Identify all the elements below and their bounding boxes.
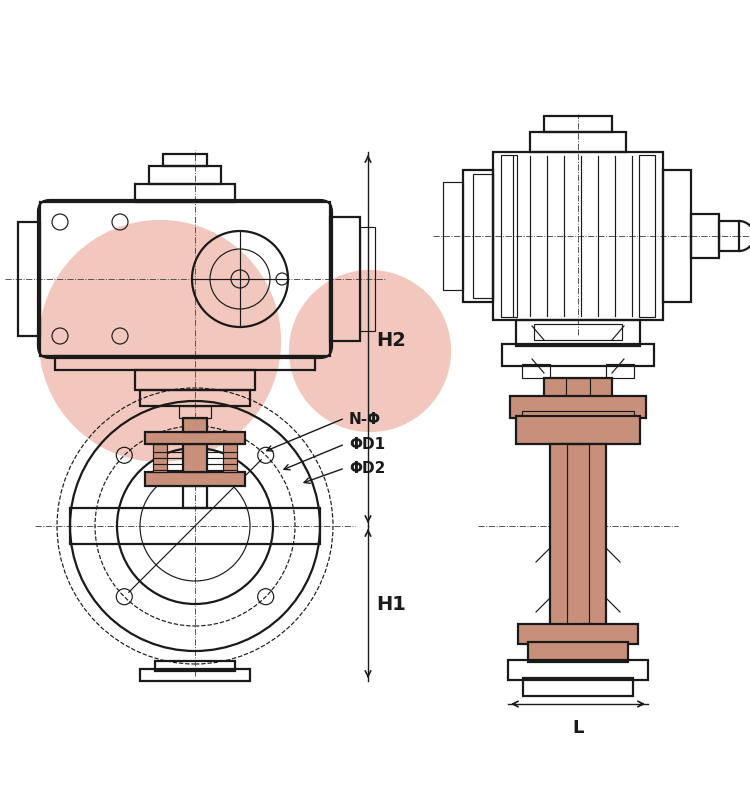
- Bar: [463, 171, 493, 303]
- Circle shape: [40, 221, 280, 461]
- Circle shape: [290, 272, 450, 431]
- Bar: [183, 418, 207, 432]
- Text: L: L: [572, 718, 584, 736]
- Bar: [330, 217, 360, 341]
- Bar: [145, 432, 245, 444]
- Bar: [534, 324, 622, 341]
- Bar: [544, 379, 612, 398]
- Bar: [183, 444, 207, 473]
- Bar: [518, 624, 638, 644]
- Bar: [544, 117, 612, 133]
- Bar: [691, 215, 719, 259]
- Bar: [140, 391, 250, 406]
- Text: ΦD2: ΦD2: [349, 461, 386, 476]
- Bar: [530, 133, 626, 152]
- Bar: [443, 182, 463, 290]
- Bar: [149, 167, 221, 185]
- Bar: [223, 444, 237, 473]
- Bar: [663, 171, 691, 303]
- Bar: [566, 379, 590, 398]
- Bar: [501, 156, 517, 318]
- Text: H2: H2: [376, 330, 406, 349]
- Text: ΦD1: ΦD1: [349, 437, 386, 452]
- Bar: [719, 221, 739, 251]
- Bar: [183, 487, 207, 508]
- Bar: [550, 444, 606, 644]
- Bar: [522, 365, 550, 379]
- Bar: [522, 411, 634, 423]
- Bar: [567, 444, 589, 644]
- Bar: [179, 406, 211, 418]
- Bar: [508, 660, 648, 680]
- Bar: [55, 357, 315, 371]
- Bar: [145, 473, 245, 487]
- Bar: [639, 156, 655, 318]
- Bar: [606, 365, 634, 379]
- Bar: [502, 345, 654, 367]
- Bar: [528, 642, 628, 663]
- Bar: [70, 508, 320, 544]
- Bar: [523, 678, 633, 696]
- Text: H1: H1: [376, 594, 406, 613]
- Bar: [163, 155, 207, 167]
- Bar: [18, 223, 40, 337]
- Bar: [135, 185, 235, 203]
- Bar: [135, 371, 255, 391]
- Bar: [510, 397, 646, 418]
- Bar: [153, 444, 167, 473]
- Bar: [473, 175, 493, 298]
- Bar: [516, 320, 640, 346]
- Text: N-Φ: N-Φ: [349, 411, 381, 426]
- Bar: [360, 228, 375, 332]
- Bar: [155, 661, 235, 672]
- Bar: [493, 152, 663, 320]
- Bar: [516, 417, 640, 444]
- Bar: [40, 203, 330, 357]
- Bar: [140, 669, 250, 681]
